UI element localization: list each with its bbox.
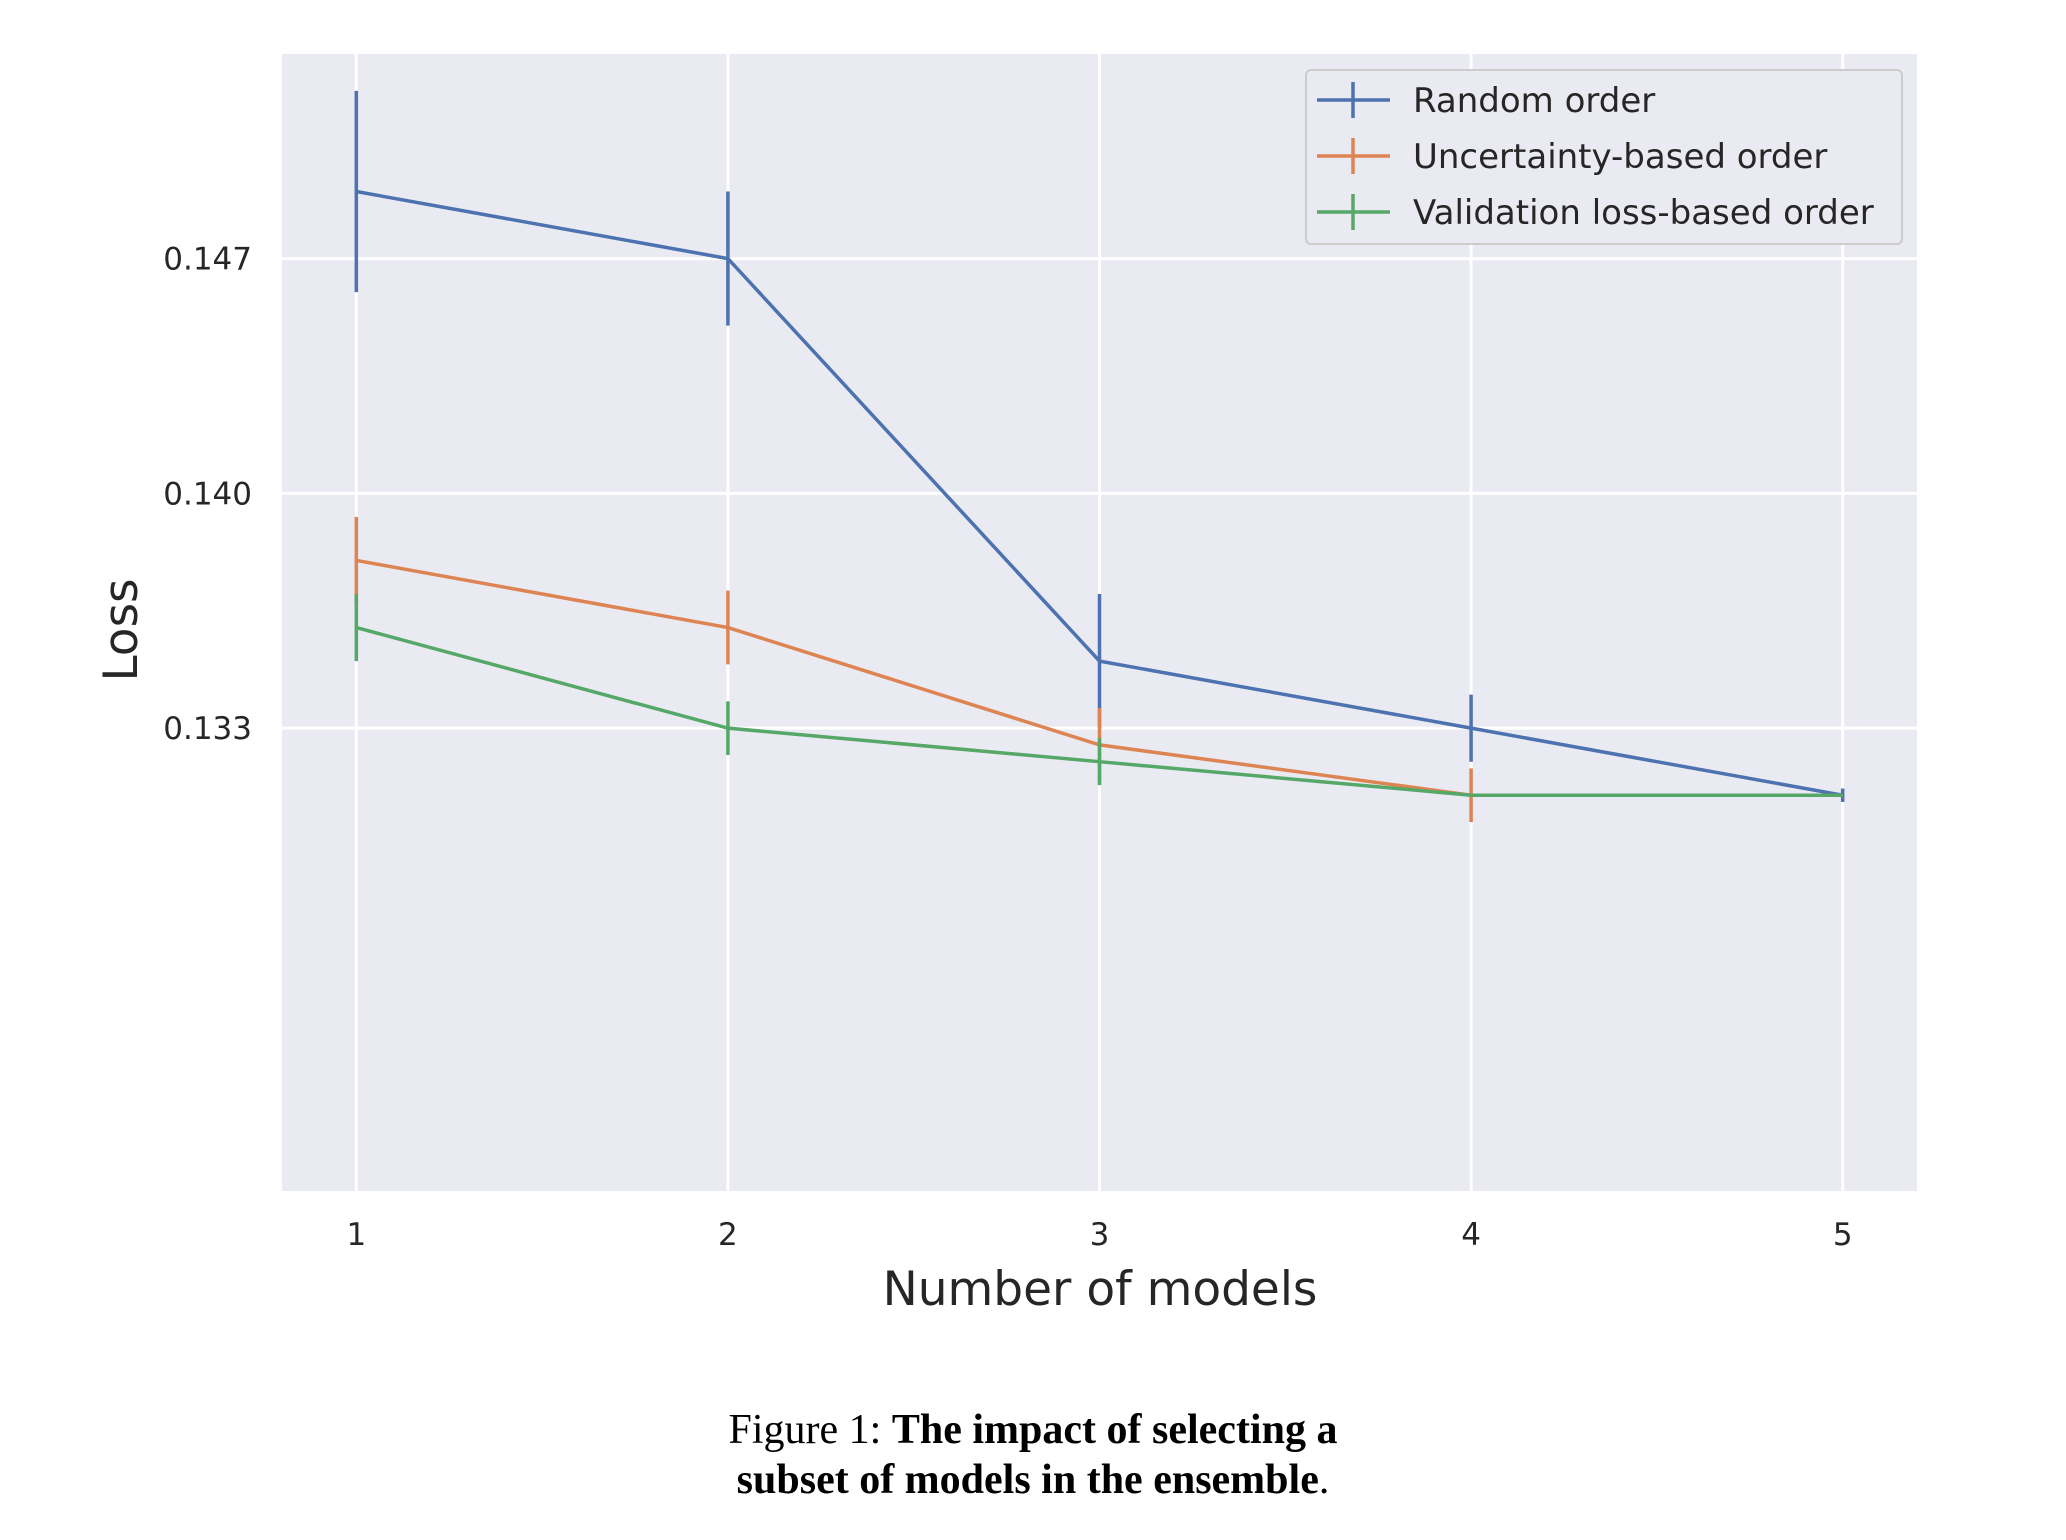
legend-entry: Validation loss-based order [1413,193,1874,233]
legend-entry: Random order [1413,81,1655,121]
x-tick-label: 1 [346,1217,366,1253]
caption-bold-line2: subset of models in the ensemble [736,1457,1319,1503]
series-3 [354,593,1843,797]
figure-caption: Figure 1: The impact of selecting a subs… [0,1405,2066,1505]
x-axis-label: Number of models [883,1262,1318,1317]
series-layer [354,90,1845,823]
legend-entry: Uncertainty-based order [1413,137,1827,177]
x-tick-label: 4 [1461,1217,1481,1253]
y-tick-label: 0.133 [163,711,252,747]
caption-bold-line1: The impact of selecting a [891,1407,1338,1453]
x-tick-label: 2 [718,1217,738,1253]
x-tick-label: 3 [1090,1217,1110,1253]
caption-prefix: Figure 1: [728,1407,892,1453]
y-tick-label: 0.140 [163,476,252,512]
legend: Random order Uncertainty-based order Valid… [1305,69,1903,245]
series-1 [354,90,1845,802]
legend-box [1305,69,1903,245]
y-axis-label: Loss [94,578,149,681]
caption-suffix: . [1318,1457,1330,1503]
y-tick-label: 0.147 [163,242,252,278]
y-tick-labels: 0.133 0.140 0.147 [163,242,252,748]
x-tick-labels: 1 2 3 4 5 [346,1217,1852,1253]
line-chart: 1 2 3 4 5 0.133 0.140 0.147 Number of models L… [94,54,1917,1317]
x-tick-label: 5 [1833,1217,1853,1253]
